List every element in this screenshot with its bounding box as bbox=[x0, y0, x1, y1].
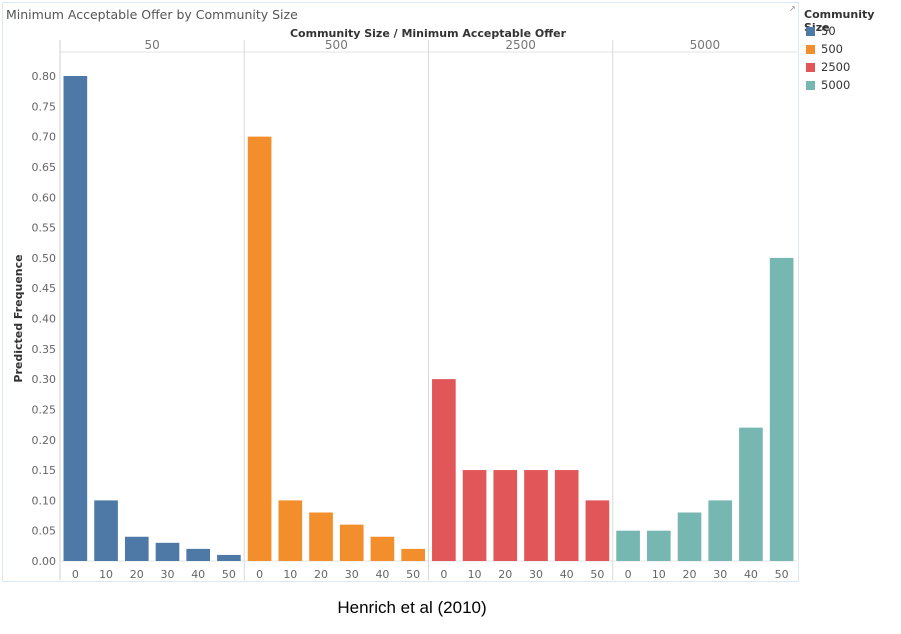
bar bbox=[217, 554, 241, 561]
x-tick-label: 40 bbox=[191, 568, 205, 581]
bar bbox=[708, 500, 733, 562]
y-tick-label: 0.35 bbox=[32, 343, 57, 356]
x-tick-label: 20 bbox=[683, 568, 697, 581]
bar bbox=[462, 470, 487, 561]
bar-chart: Community Size / Minimum Acceptable Offe… bbox=[12, 27, 797, 581]
legend-swatch bbox=[806, 26, 815, 36]
x-tick-label: 0 bbox=[72, 568, 79, 581]
x-tick-label: 50 bbox=[775, 568, 789, 581]
bar bbox=[739, 427, 763, 562]
y-axis-label: Predicted Frequence bbox=[12, 254, 25, 382]
x-tick-label: 20 bbox=[498, 568, 512, 581]
y-tick-label: 0.10 bbox=[32, 494, 57, 507]
bar bbox=[247, 136, 272, 561]
x-tick-label: 20 bbox=[130, 568, 144, 581]
x-tick-label: 30 bbox=[529, 568, 543, 581]
bar bbox=[63, 76, 88, 561]
x-tick-label: 30 bbox=[160, 568, 174, 581]
panel-label: 2500 bbox=[505, 38, 536, 52]
bar bbox=[646, 530, 671, 561]
bar bbox=[186, 548, 211, 562]
legend-item[interactable]: 5000 bbox=[806, 78, 850, 92]
y-tick-label: 0.40 bbox=[32, 313, 57, 326]
y-tick-label: 0.45 bbox=[32, 282, 57, 295]
x-tick-label: 10 bbox=[99, 568, 113, 581]
x-tick-label: 50 bbox=[590, 568, 604, 581]
x-tick-label: 30 bbox=[713, 568, 727, 581]
x-tick-label: 50 bbox=[406, 568, 420, 581]
x-tick-label: 10 bbox=[283, 568, 297, 581]
bar bbox=[401, 548, 425, 562]
bar bbox=[370, 536, 395, 561]
chart-frame bbox=[2, 2, 799, 582]
popout-icon[interactable]: ↗ bbox=[789, 4, 796, 13]
x-tick-label: 40 bbox=[375, 568, 389, 581]
legend-item[interactable]: 2500 bbox=[806, 60, 850, 74]
panel-label: 500 bbox=[325, 38, 348, 52]
x-tick-label: 0 bbox=[625, 568, 632, 581]
bar bbox=[155, 542, 180, 561]
x-tick-label: 40 bbox=[560, 568, 574, 581]
y-tick-label: 0.05 bbox=[32, 525, 57, 538]
bar bbox=[554, 470, 579, 561]
y-tick-label: 0.15 bbox=[32, 464, 57, 477]
x-tick-label: 30 bbox=[345, 568, 359, 581]
x-tick-label: 50 bbox=[222, 568, 236, 581]
y-tick-label: 0.50 bbox=[32, 252, 57, 265]
bar bbox=[524, 470, 548, 561]
bar bbox=[493, 470, 518, 561]
legend-label: 5000 bbox=[821, 78, 851, 92]
bar bbox=[585, 500, 610, 562]
bar bbox=[339, 524, 364, 562]
y-tick-label: 0.70 bbox=[32, 131, 57, 144]
x-tick-label: 40 bbox=[744, 568, 758, 581]
y-tick-label: 0.25 bbox=[32, 403, 57, 416]
legend-label: 2500 bbox=[821, 60, 851, 74]
legend-item[interactable]: 500 bbox=[806, 42, 843, 56]
bar bbox=[278, 500, 303, 562]
legend-item[interactable]: 50 bbox=[806, 24, 836, 38]
x-tick-label: 20 bbox=[314, 568, 328, 581]
bar bbox=[94, 500, 118, 562]
legend-swatch bbox=[806, 62, 815, 72]
y-tick-label: 0.55 bbox=[32, 222, 57, 235]
x-tick-label: 0 bbox=[256, 568, 263, 581]
y-tick-label: 0.75 bbox=[32, 100, 57, 113]
y-tick-label: 0.20 bbox=[32, 434, 57, 447]
legend-swatch bbox=[806, 44, 815, 54]
legend-swatch bbox=[806, 80, 815, 90]
x-tick-label: 0 bbox=[440, 568, 447, 581]
y-tick-label: 0.00 bbox=[32, 555, 57, 568]
panel-label: 50 bbox=[144, 38, 159, 52]
bar bbox=[309, 512, 333, 561]
y-tick-label: 0.80 bbox=[32, 70, 57, 83]
bar bbox=[124, 536, 149, 561]
figure-caption: Henrich et al (2010) bbox=[337, 598, 487, 617]
legend-label: 500 bbox=[821, 42, 843, 56]
chart-title: Minimum Acceptable Offer by Community Si… bbox=[6, 7, 298, 22]
column-header-label: Community Size / Minimum Acceptable Offe… bbox=[290, 27, 567, 40]
panel-label: 5000 bbox=[690, 38, 721, 52]
bar bbox=[677, 512, 702, 561]
x-tick-label: 10 bbox=[652, 568, 666, 581]
y-tick-label: 0.65 bbox=[32, 161, 57, 174]
legend-label: 50 bbox=[821, 24, 836, 38]
x-tick-label: 10 bbox=[468, 568, 482, 581]
y-tick-label: 0.60 bbox=[32, 191, 57, 204]
y-tick-label: 0.30 bbox=[32, 373, 57, 386]
bar bbox=[769, 257, 794, 562]
bar bbox=[616, 530, 640, 561]
bar bbox=[432, 379, 456, 562]
